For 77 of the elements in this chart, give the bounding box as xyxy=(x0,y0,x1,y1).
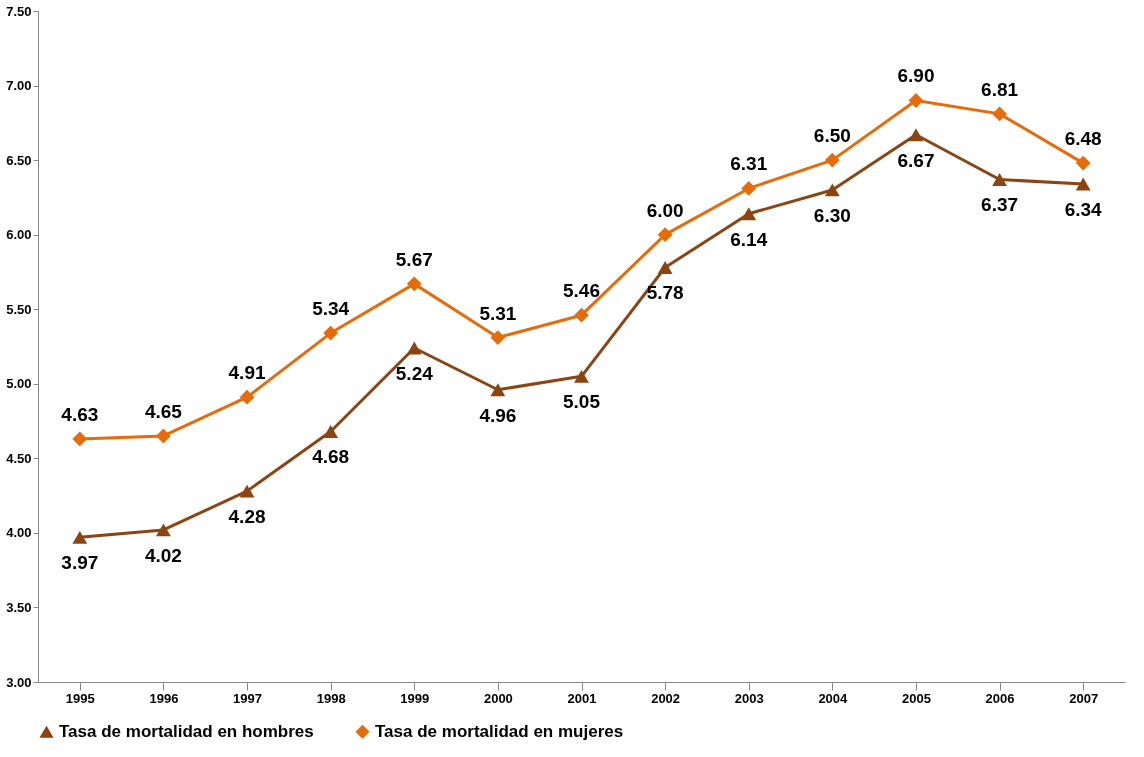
point xyxy=(406,276,422,292)
data-label: 6.81 xyxy=(981,78,1019,100)
data-label: 6.67 xyxy=(897,149,935,171)
data-label: 6.34 xyxy=(1064,198,1103,220)
data-label: 5.24 xyxy=(395,362,434,384)
x-tick-label: 2007 xyxy=(1069,690,1099,706)
data-label: 4.96 xyxy=(479,404,517,426)
point xyxy=(323,325,339,341)
x-tick-label: 2006 xyxy=(985,690,1015,706)
x-tick-label: 1998 xyxy=(316,690,346,706)
y-tick-label: 6.00 xyxy=(6,227,32,243)
data-label: 4.63 xyxy=(61,403,99,425)
point xyxy=(406,341,422,355)
data-label: 6.90 xyxy=(897,65,935,87)
point xyxy=(156,428,171,444)
point xyxy=(574,307,589,323)
point xyxy=(490,383,506,397)
x-tick-label: 2000 xyxy=(483,690,513,706)
point xyxy=(908,93,924,108)
point xyxy=(657,261,673,274)
x-tick-label: 1995 xyxy=(65,690,95,706)
point xyxy=(908,128,924,142)
data-label: 6.14 xyxy=(730,228,768,250)
y-tick-label: 5.50 xyxy=(6,301,32,317)
point xyxy=(72,431,88,447)
data-label: 5.67 xyxy=(395,248,433,270)
point xyxy=(323,425,339,438)
x-tick-label: 2001 xyxy=(567,690,597,706)
data-label: 6.48 xyxy=(1064,128,1102,150)
data-label: 5.31 xyxy=(479,302,517,324)
point xyxy=(657,227,673,243)
point xyxy=(992,173,1007,186)
point xyxy=(992,106,1007,122)
data-label: 6.30 xyxy=(813,204,851,226)
y-tick-label: 4.50 xyxy=(6,450,32,466)
data-label: 5.46 xyxy=(563,280,600,302)
x-tick-label: 1996 xyxy=(149,690,179,706)
data-label: 4.91 xyxy=(228,362,266,384)
point xyxy=(239,484,255,498)
data-label: 3.97 xyxy=(61,552,99,574)
y-tick-label: 3.00 xyxy=(6,674,32,690)
point xyxy=(239,389,255,405)
data-label: 4.68 xyxy=(312,446,350,468)
y-tick-label: 5.00 xyxy=(6,376,32,392)
legend-label: Tasa de mortalidad en mujeres xyxy=(375,721,624,741)
point xyxy=(741,207,757,221)
legend-label: Tasa de mortalidad en hombres xyxy=(59,721,314,741)
data-label: 6.31 xyxy=(730,153,768,175)
y-tick-label: 6.50 xyxy=(6,152,32,168)
data-label: 6.37 xyxy=(981,194,1019,216)
point xyxy=(574,369,589,383)
point xyxy=(490,330,506,345)
data-label: 5.78 xyxy=(646,282,684,304)
x-tick-label: 2005 xyxy=(902,690,931,706)
x-tick-label: 1997 xyxy=(233,690,262,706)
data-label: 4.65 xyxy=(144,400,183,422)
point xyxy=(156,523,171,537)
x-tick-label: 2003 xyxy=(734,690,764,706)
data-label: 5.34 xyxy=(312,298,350,320)
data-label: 6.00 xyxy=(646,199,684,221)
data-label: 4.02 xyxy=(144,544,182,566)
point xyxy=(741,181,757,196)
y-tick-label: 3.50 xyxy=(6,599,32,615)
data-label: 4.28 xyxy=(228,506,266,528)
point xyxy=(1075,177,1091,191)
data-label: 6.50 xyxy=(813,125,851,147)
y-tick-label: 4.00 xyxy=(6,525,32,541)
x-tick-label: 1999 xyxy=(400,690,430,706)
point xyxy=(824,183,840,197)
y-tick-label: 7.00 xyxy=(6,78,32,94)
x-tick-label: 2002 xyxy=(651,690,681,706)
y-tick-label: 7.50 xyxy=(6,3,32,19)
data-label: 5.05 xyxy=(563,391,601,413)
x-tick-label: 2004 xyxy=(818,690,849,706)
point xyxy=(72,530,88,544)
point xyxy=(1075,155,1091,171)
point xyxy=(824,152,840,168)
